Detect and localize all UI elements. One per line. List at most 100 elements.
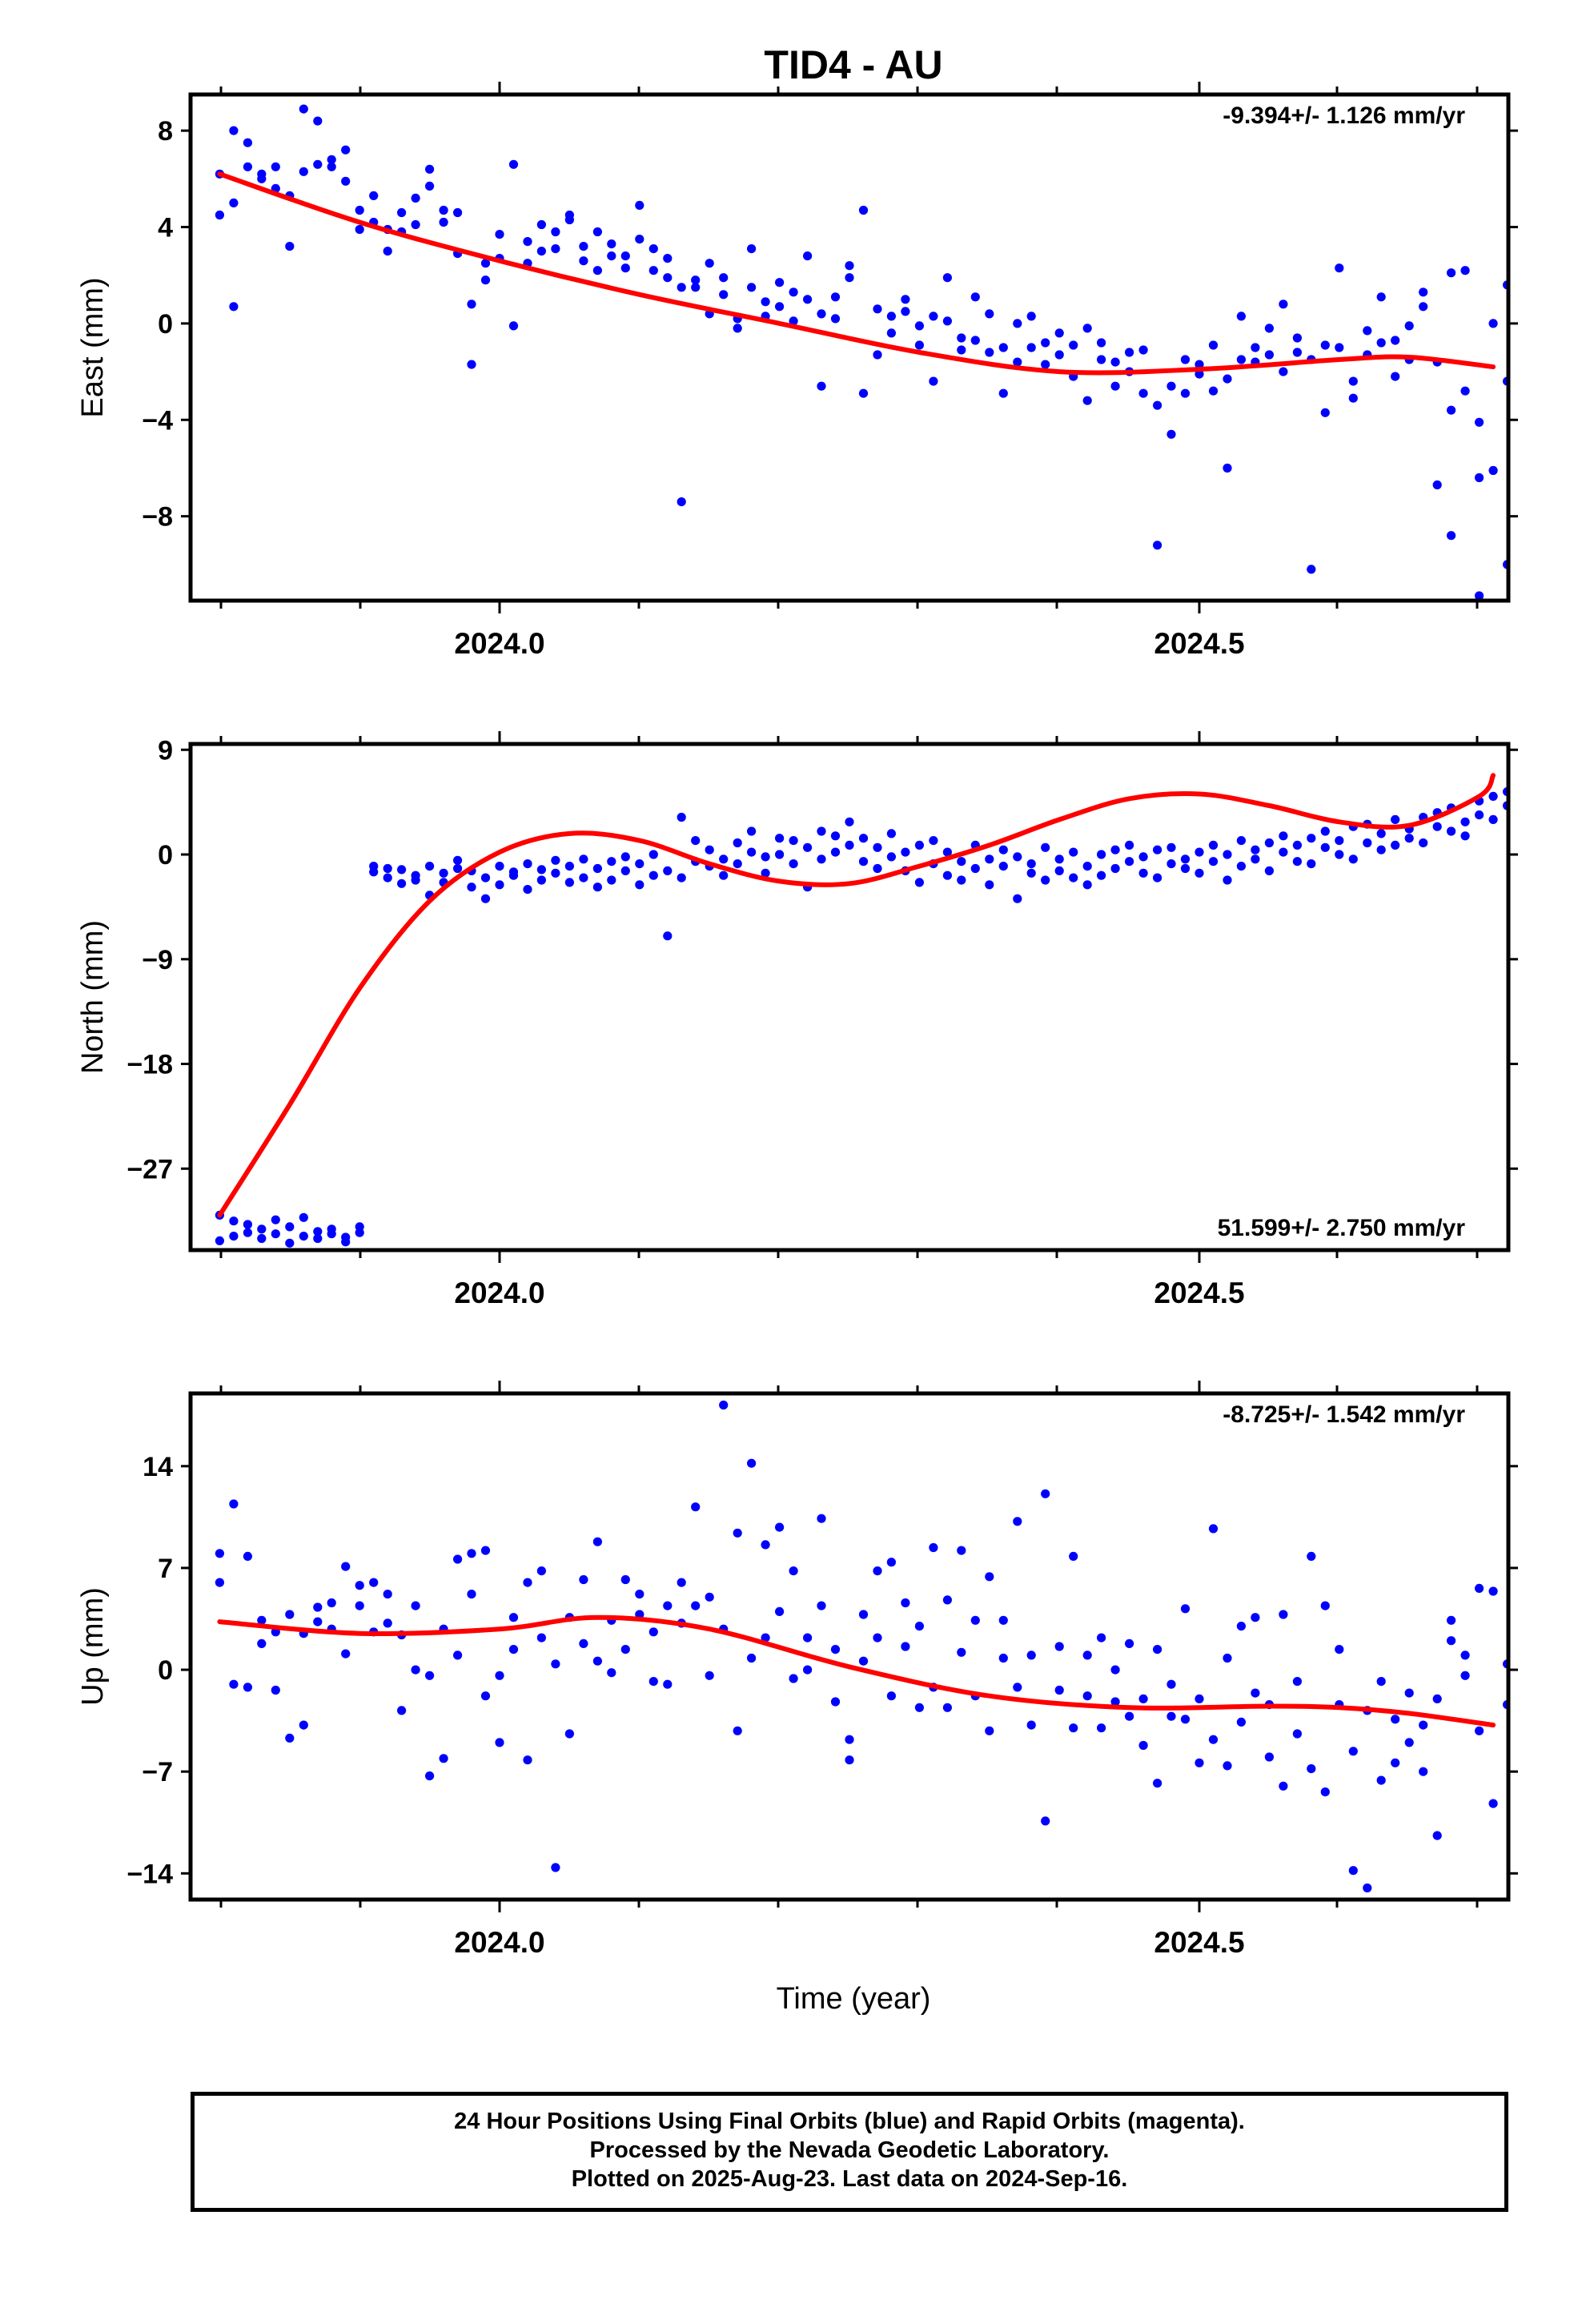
data-point bbox=[1488, 791, 1498, 802]
y-tick-label: −8 bbox=[142, 502, 173, 533]
data-point bbox=[830, 314, 841, 324]
y-tick-label: 0 bbox=[158, 1655, 173, 1686]
data-point bbox=[1335, 343, 1344, 352]
x-tick-label: 2024.5 bbox=[1154, 627, 1244, 660]
y-tick-label: −9 bbox=[142, 945, 173, 975]
data-point bbox=[648, 850, 658, 859]
data-point bbox=[957, 345, 966, 355]
data-point bbox=[579, 854, 588, 864]
data-point bbox=[1432, 822, 1442, 831]
y-axis-label: North (mm) bbox=[76, 920, 110, 1074]
data-point bbox=[1223, 1761, 1232, 1771]
data-point bbox=[1082, 880, 1092, 890]
data-point bbox=[1236, 836, 1246, 846]
data-point bbox=[215, 1236, 224, 1245]
data-point bbox=[1264, 1752, 1274, 1762]
data-point bbox=[691, 283, 701, 292]
data-point bbox=[1544, 1622, 1553, 1630]
y-tick-label: 9 bbox=[158, 735, 173, 766]
data-point bbox=[691, 1502, 701, 1512]
data-point bbox=[397, 879, 407, 888]
data-point bbox=[1419, 838, 1428, 848]
data-point bbox=[1251, 854, 1260, 864]
data-point bbox=[1013, 852, 1022, 862]
data-point bbox=[1488, 1799, 1498, 1808]
fit-curve bbox=[217, 773, 1496, 1218]
data-point bbox=[914, 1622, 924, 1631]
data-point bbox=[1335, 263, 1344, 273]
data-point bbox=[411, 1601, 420, 1610]
data-point bbox=[719, 1400, 729, 1410]
data-point bbox=[789, 316, 798, 326]
data-point bbox=[439, 217, 448, 227]
data-point bbox=[243, 162, 252, 171]
data-point bbox=[970, 336, 980, 345]
data-point bbox=[1475, 1583, 1484, 1593]
data-point bbox=[1013, 1517, 1022, 1526]
data-point bbox=[1531, 338, 1540, 347]
data-point bbox=[1531, 1764, 1540, 1773]
data-point bbox=[1279, 300, 1288, 309]
data-point bbox=[1054, 854, 1064, 864]
data-point bbox=[1488, 814, 1498, 824]
data-point bbox=[761, 868, 770, 878]
data-point bbox=[1460, 386, 1470, 396]
data-point bbox=[747, 1653, 757, 1663]
y-tick-label: −4 bbox=[142, 405, 173, 436]
data-point bbox=[1097, 850, 1106, 859]
data-point bbox=[508, 321, 519, 331]
data-point bbox=[901, 847, 910, 857]
data-point bbox=[929, 312, 938, 321]
data-point bbox=[648, 266, 658, 275]
data-point bbox=[985, 309, 994, 319]
data-point bbox=[1460, 831, 1470, 841]
data-point bbox=[1013, 1683, 1022, 1692]
data-point bbox=[733, 324, 742, 333]
data-point bbox=[873, 350, 882, 360]
data-point bbox=[1041, 338, 1050, 348]
data-point bbox=[1041, 360, 1050, 369]
data-point bbox=[1447, 826, 1456, 836]
y-axis-label: East (mm) bbox=[76, 277, 110, 417]
data-point bbox=[1419, 287, 1428, 297]
data-point bbox=[1041, 1816, 1050, 1826]
data-point bbox=[705, 845, 714, 854]
data-point bbox=[285, 242, 295, 251]
data-point bbox=[635, 880, 644, 890]
data-point bbox=[1180, 388, 1191, 398]
data-point bbox=[383, 1590, 392, 1599]
data-point bbox=[1251, 1688, 1260, 1698]
data-point bbox=[327, 1598, 336, 1608]
data-point bbox=[830, 292, 841, 302]
data-point bbox=[383, 1618, 392, 1628]
data-point bbox=[942, 870, 952, 880]
data-point bbox=[677, 1578, 686, 1587]
data-point bbox=[803, 295, 813, 304]
data-point bbox=[523, 859, 532, 869]
y-tick-label: −7 bbox=[142, 1757, 173, 1787]
data-point bbox=[1335, 1645, 1344, 1655]
data-point bbox=[1125, 1711, 1134, 1721]
data-point bbox=[942, 1703, 952, 1712]
panel-1: 8 4 0 −4 −8 2024.0 2024.5 East (mm) -9.394+/- 1.… bbox=[76, 82, 1540, 660]
data-point bbox=[845, 1735, 854, 1744]
data-point bbox=[789, 1566, 798, 1576]
data-point bbox=[830, 847, 841, 857]
data-point bbox=[327, 1229, 336, 1239]
data-point bbox=[957, 1647, 966, 1657]
data-point bbox=[1223, 1653, 1232, 1663]
data-point bbox=[397, 1706, 407, 1715]
data-point bbox=[536, 865, 547, 875]
data-point bbox=[285, 1733, 295, 1743]
y-tick-label: 7 bbox=[158, 1554, 173, 1584]
data-point bbox=[998, 1615, 1008, 1625]
data-point bbox=[592, 883, 603, 892]
data-point bbox=[508, 867, 519, 877]
data-point bbox=[901, 295, 910, 304]
data-point bbox=[579, 1638, 588, 1648]
data-point bbox=[970, 863, 980, 874]
data-point bbox=[480, 1546, 491, 1555]
data-point bbox=[677, 812, 686, 822]
data-point bbox=[355, 1581, 364, 1590]
data-point bbox=[355, 205, 364, 215]
